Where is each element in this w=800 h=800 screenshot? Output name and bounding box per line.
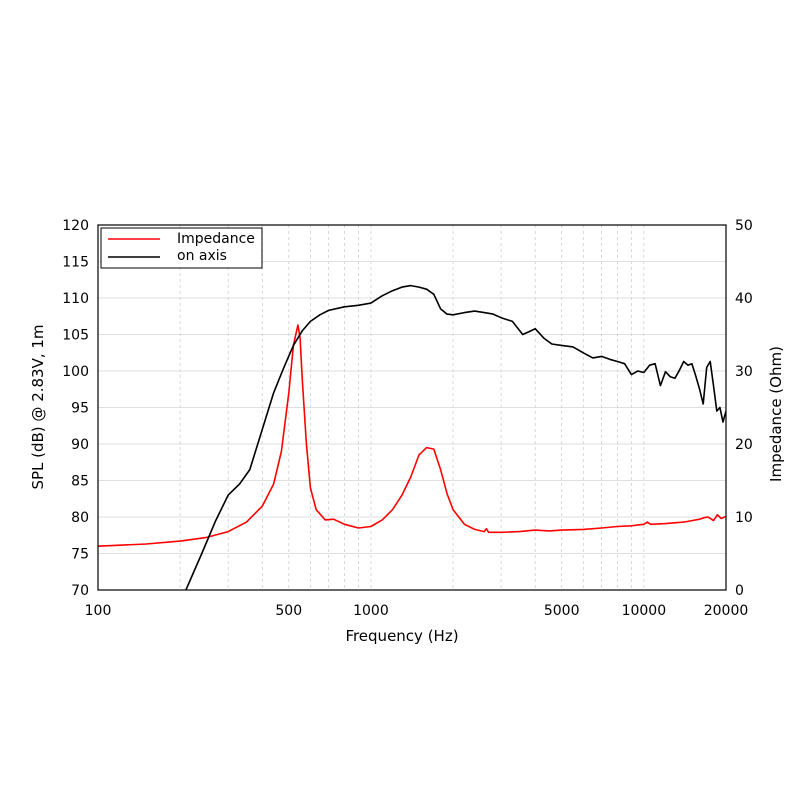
series-line-impedance — [98, 324, 726, 548]
y2-tick-label: 40 — [735, 291, 753, 307]
x-tick-label: 10000 — [622, 603, 667, 619]
series-layer — [98, 284, 726, 590]
plot-frame — [97, 224, 727, 591]
x-tick-label: 1000 — [353, 603, 389, 619]
y-tick-label: 90 — [71, 437, 89, 453]
y2-axis-title: Impedance (Ohm) — [767, 346, 785, 482]
x-tick-label: 20000 — [704, 603, 749, 619]
y-tick-label: 100 — [62, 364, 89, 380]
y2-tick-label: 50 — [735, 218, 753, 234]
y-tick-label: 75 — [71, 547, 89, 563]
series-line-on-axis — [185, 284, 726, 590]
grid — [98, 225, 726, 590]
legend-label-on-axis: on axis — [177, 248, 227, 264]
x-tick-label: 5000 — [544, 603, 580, 619]
x-tick-label: 100 — [85, 603, 112, 619]
y-tick-label: 80 — [71, 510, 89, 526]
y2-tick-label: 20 — [735, 437, 753, 453]
ticks: 100 500 1000 5000 10000 200007075808590951001… — [62, 218, 753, 619]
y2-tick-label: 10 — [735, 510, 753, 526]
y-axis-title: SPL (dB) @ 2.83V, 1m — [29, 324, 47, 489]
y2-tick-label: 30 — [735, 364, 753, 380]
legend-label-impedance: Impedance — [177, 231, 255, 247]
y-tick-label: 95 — [71, 401, 89, 417]
y-tick-label: 120 — [62, 218, 89, 234]
x-axis-title: Frequency (Hz) — [345, 627, 458, 645]
y-tick-label: 70 — [71, 583, 89, 599]
legend: Impedance on axis — [100, 227, 263, 269]
y-tick-label: 115 — [62, 255, 89, 271]
y-tick-label: 110 — [62, 291, 89, 307]
x-tick-label: 500 — [275, 603, 302, 619]
legend-box — [100, 227, 263, 269]
y2-tick-label: 0 — [735, 583, 744, 599]
y-tick-label: 85 — [71, 474, 89, 490]
y-tick-label: 105 — [62, 328, 89, 344]
